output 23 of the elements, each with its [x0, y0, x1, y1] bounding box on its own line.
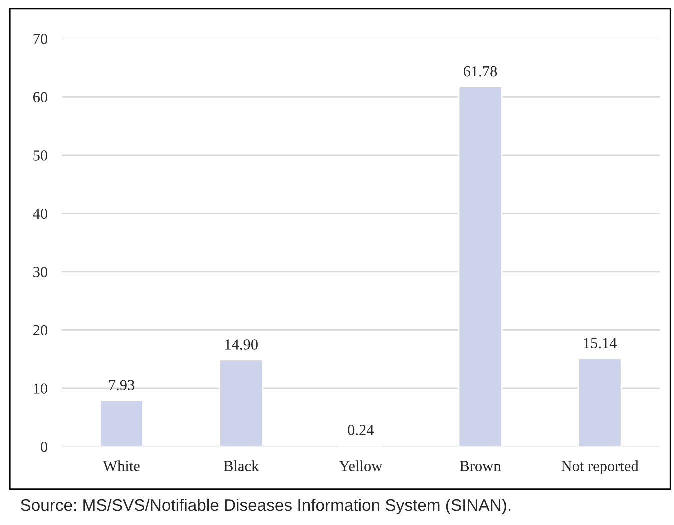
- x-tick-label: Black: [224, 460, 260, 472]
- data-label: 0.24: [348, 425, 374, 436]
- bar: [219, 359, 264, 447]
- y-tick-label: 20: [34, 325, 48, 336]
- bar: [458, 86, 503, 447]
- x-tick-label: Yellow: [339, 460, 383, 472]
- bar: [100, 400, 144, 447]
- x-tick-label: Brown: [460, 461, 502, 472]
- y-tick-label: 10: [34, 384, 48, 394]
- y-tick-label: 70: [34, 34, 48, 44]
- y-tick-label: 50: [34, 150, 48, 161]
- x-tick-label: Not reported: [562, 460, 639, 475]
- data-label: 15.14: [584, 338, 618, 349]
- y-tick-label: 60: [34, 92, 48, 103]
- source-note: Source: MS/SVS/Notifiable Diseases Information System (SINAN).: [20, 498, 511, 514]
- x-tick-label: White: [103, 460, 140, 472]
- data-label: 61.78: [464, 66, 498, 77]
- y-tick-label: 0: [41, 442, 48, 452]
- bar: [578, 358, 622, 447]
- y-tick-label: 30: [34, 267, 48, 278]
- data-label: 7.93: [109, 380, 135, 391]
- data-label: 14.90: [226, 340, 258, 350]
- y-tick-label: 40: [33, 208, 48, 220]
